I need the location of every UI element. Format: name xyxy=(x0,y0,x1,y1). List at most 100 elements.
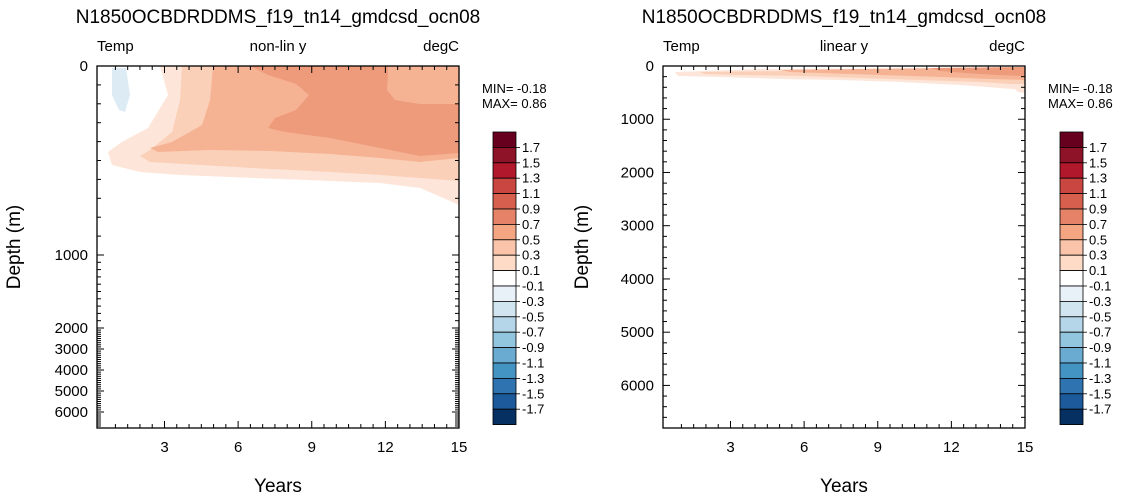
right-scale-label: linear y xyxy=(820,38,869,55)
colorbar-cell xyxy=(1059,223,1084,241)
x-tick-label: 12 xyxy=(377,439,394,456)
colorbar-cell xyxy=(492,408,517,426)
left-min-text: MIN= -0.18 xyxy=(482,81,547,96)
colorbar-label: 1.1 xyxy=(522,186,540,201)
left-colorbar: 1.71.51.31.10.90.70.50.30.1-0.1-0.3-0.5-… xyxy=(492,131,544,426)
colorbar-label: 0.1 xyxy=(522,263,540,278)
right-contour-0.7 xyxy=(930,67,1025,76)
x-tick-label: 3 xyxy=(726,439,734,456)
y-tick-label: 4000 xyxy=(55,362,88,379)
colorbar-cell xyxy=(1059,146,1084,164)
x-tick-label: 6 xyxy=(234,439,242,456)
colorbar-label: 0.7 xyxy=(522,217,540,232)
y-tick-label: 6000 xyxy=(55,404,88,421)
y-tick-label: 2000 xyxy=(55,320,88,337)
colorbar-cell xyxy=(1059,316,1084,333)
colorbar-cell xyxy=(492,254,517,271)
right-variable-label: Temp xyxy=(663,38,700,55)
y-tick-label: 3000 xyxy=(621,218,654,235)
colorbar-label: 1.5 xyxy=(1089,155,1107,170)
colorbar-label: 1.3 xyxy=(522,171,540,186)
colorbar-cell xyxy=(492,300,517,318)
colorbar-label: 0.9 xyxy=(1089,202,1107,217)
colorbar-label: 0.5 xyxy=(1089,232,1107,247)
colorbar-cell xyxy=(1059,270,1084,287)
y-tick-label: 1000 xyxy=(621,111,654,128)
colorbar-label: 0.1 xyxy=(1089,263,1107,278)
colorbar-label: 1.7 xyxy=(1089,140,1107,155)
left-scale-label: non-lin y xyxy=(250,38,307,55)
colorbar-cell xyxy=(1059,208,1084,225)
colorbar-cell xyxy=(1059,193,1084,210)
colorbar-cell xyxy=(492,347,517,364)
x-tick-label: 6 xyxy=(800,439,808,456)
colorbar-cell xyxy=(1059,162,1084,179)
colorbar-label: -1.3 xyxy=(1089,371,1111,386)
colorbar-cell xyxy=(492,131,517,148)
left-title: N1850OCBDRDDMS_f19_tn14_gmdcsd_ocn08 xyxy=(76,7,481,28)
colorbar-label: -0.5 xyxy=(522,309,544,324)
colorbar-label: 1.5 xyxy=(522,155,540,170)
colorbar-label: 1.7 xyxy=(522,140,540,155)
colorbar-cell xyxy=(1059,254,1084,271)
right-plot-frame xyxy=(662,65,1026,429)
colorbar-label: -0.3 xyxy=(1089,294,1111,309)
right-y-axis-label: Depth (m) xyxy=(572,205,593,289)
right-panel: N1850OCBDRDDMS_f19_tn14_gmdcsd_ocn08 Tem… xyxy=(572,7,1113,497)
colorbar-label: -0.7 xyxy=(1089,325,1111,340)
colorbar-cell xyxy=(1059,177,1084,194)
left-contour-0.5-inner xyxy=(387,66,459,104)
colorbar-cell xyxy=(492,223,517,241)
colorbar-label: -0.3 xyxy=(522,294,544,309)
colorbar-cell xyxy=(492,362,517,379)
y-tick-label: 6000 xyxy=(621,377,654,394)
colorbar-cell xyxy=(492,239,517,256)
colorbar-label: 0.3 xyxy=(1089,248,1107,263)
colorbar-label: -1.7 xyxy=(1089,402,1111,417)
left-contour-fills xyxy=(108,66,459,205)
left-contour-negative xyxy=(112,68,130,112)
y-tick-label: 0 xyxy=(646,58,654,75)
colorbar-cell xyxy=(492,285,517,302)
x-tick-label: 15 xyxy=(451,439,468,456)
left-panel: N1850OCBDRDDMS_f19_tn14_gmdcsd_ocn08 Tem… xyxy=(4,7,547,497)
colorbar-label: -0.9 xyxy=(522,340,544,355)
right-title: N1850OCBDRDDMS_f19_tn14_gmdcsd_ocn08 xyxy=(642,7,1047,28)
colorbar-cell xyxy=(1059,331,1084,349)
colorbar-cell xyxy=(492,393,517,410)
right-min-text: MIN= -0.18 xyxy=(1048,81,1113,96)
right-axis-ticks: 3 6 9 12 15 0 1000 2000 3000 4000 5000 6000 xyxy=(621,58,1034,456)
colorbar-cell xyxy=(492,162,517,179)
y-tick-label: 3000 xyxy=(55,341,88,358)
y-tick-label: 2000 xyxy=(621,164,654,181)
left-axis-ticks: 3 6 9 12 15 0 1000 2000 3000 4000 5000 6000 xyxy=(55,58,468,456)
colorbar-cell xyxy=(1059,393,1084,410)
colorbar-label: -1.1 xyxy=(1089,356,1111,371)
right-units-label: degC xyxy=(989,38,1025,55)
colorbar-label: 1.1 xyxy=(1089,186,1107,201)
colorbar-cell xyxy=(1059,377,1084,395)
colorbar-label: -0.7 xyxy=(522,325,544,340)
colorbar-label: -0.1 xyxy=(1089,279,1111,294)
x-tick-label: 3 xyxy=(160,439,168,456)
right-x-axis-label: Years xyxy=(820,476,868,497)
colorbar-cell xyxy=(1059,239,1084,256)
y-tick-label: 5000 xyxy=(621,324,654,341)
colorbar-label: -0.5 xyxy=(1089,309,1111,324)
colorbar-label: 0.5 xyxy=(522,232,540,247)
y-tick-label: 4000 xyxy=(621,271,654,288)
colorbar-cell xyxy=(492,177,517,194)
colorbar-cell xyxy=(492,208,517,225)
x-tick-label: 9 xyxy=(874,439,882,456)
y-tick-label: 1000 xyxy=(55,247,88,264)
colorbar-cell xyxy=(492,316,517,333)
x-tick-label: 15 xyxy=(1017,439,1034,456)
colorbar-label: -0.1 xyxy=(522,279,544,294)
left-y-axis-label: Depth (m) xyxy=(4,205,25,289)
colorbar-cell xyxy=(492,146,517,164)
colorbar-cell xyxy=(492,270,517,287)
colorbar-label: -1.3 xyxy=(522,371,544,386)
colorbar-cell xyxy=(1059,362,1084,379)
colorbar-cell xyxy=(492,331,517,349)
